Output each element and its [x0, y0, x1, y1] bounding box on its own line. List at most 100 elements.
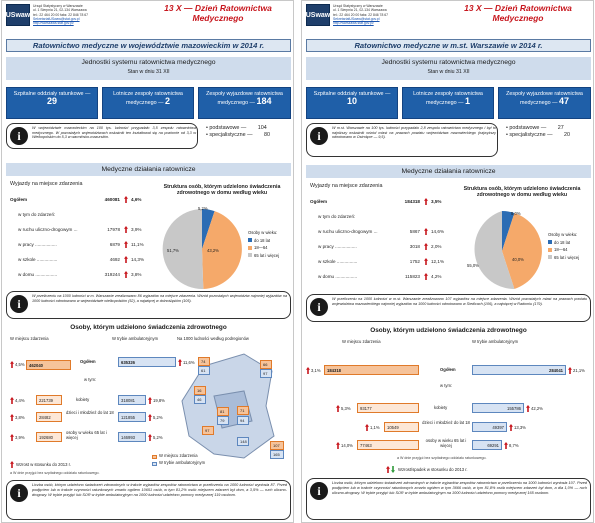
amb-kids-change: 13,3%	[514, 425, 526, 430]
kids-label: dzieci i młodzież do lat 18	[66, 410, 114, 415]
row-value: 3018	[409, 244, 420, 249]
legend-swatch	[248, 245, 252, 250]
units-row: Szpitalne oddziały ratunkowe — 10 Lotnic…	[306, 87, 591, 119]
info-icon: i	[10, 484, 28, 502]
footnote: a W dnie przyjęć bez szpitalnego oddział…	[397, 456, 487, 460]
persons-title: Osoby, którym udzielono świadczenia zdro…	[70, 324, 227, 331]
info-text: W m.st. Warszawie na 100 tys. ludności p…	[332, 126, 496, 140]
event-title: 13 X — Dzień Ratownictwa Medycznego	[164, 3, 272, 23]
pie-label-seniors: 51,7%	[167, 248, 179, 253]
arrow-up-icon	[424, 228, 428, 235]
pie-slice-seniors	[474, 211, 515, 289]
unit-air-teams: Lotnicze zespoły ratownictwa medycznego …	[102, 87, 194, 119]
right-page: USwaw Urząd Statystyczny w Warszawie ul.…	[301, 0, 594, 523]
age-pie-chart	[474, 211, 542, 289]
info-text: Liczba osób, którym udzielono świadczeń …	[332, 481, 587, 495]
units-row: Szpitalne oddziały ratunkowe — 29 Lotnic…	[6, 87, 291, 119]
map-value: 165	[270, 450, 284, 459]
table-row: w pracy ................. 3018 2,0%	[310, 242, 450, 252]
row-value: 319244	[104, 272, 120, 277]
info-box-persons: i Liczba osób, którym udzielono świadcze…	[6, 480, 291, 520]
legend-label: 18—64	[254, 245, 268, 250]
map-value: 16	[194, 386, 206, 395]
unit-value: 2	[164, 96, 170, 106]
table-row: Ogółem 184318 3,5%	[310, 197, 450, 207]
departures-title: Wyjazdy na miejsce zdarzenia	[10, 181, 83, 187]
stat-office-logo: USwaw	[6, 4, 30, 26]
amb-kids-bar: 49397	[472, 422, 507, 432]
table-row: w ruchu uliczno-drogowym ... 17978 3,9%	[10, 225, 150, 235]
info-icon: i	[310, 482, 328, 500]
scene-senior-bar: 77463	[357, 440, 419, 450]
legend-swatch	[548, 255, 552, 260]
office-web-link[interactable]: http://warszawa.stat.gov.pl/	[333, 21, 374, 26]
pie-label-adults: 43,2%	[207, 248, 219, 253]
units-subtitle: Stan w dniu 31 XII	[427, 69, 470, 75]
pie-label-kids: 5,2%	[198, 206, 208, 211]
row-value: 460081	[104, 197, 120, 202]
departures-title: Wyjazdy na miejsce zdarzenia	[310, 183, 383, 189]
office-email-link[interactable]: SekretariatUSwaw@stat.gov.pl	[33, 16, 80, 21]
info-box-rate: i W m.st. Warszawie na 100 tys. ludności…	[306, 123, 498, 157]
scene-heading: W miejscu zdarzenia	[10, 336, 49, 341]
info-box-persons: i Liczba osób, którym udzielono świadcze…	[306, 478, 591, 520]
row-change: 12,1%	[431, 259, 445, 264]
unit-er-departments: Szpitalne oddziały ratunkowe — 10	[306, 87, 398, 119]
unit-value: 184	[256, 96, 272, 106]
amb-basic-label: podstawowe —	[509, 125, 547, 131]
left-page: USwaw Urząd Statystyczny w Warszawie ul.…	[1, 0, 294, 523]
legend-swatch	[548, 247, 552, 252]
map-value: 81	[217, 407, 229, 416]
legend-item: 18—64	[248, 244, 279, 252]
pie-label-seniors: 55,0%	[467, 263, 479, 268]
row-value: 1752	[409, 259, 420, 264]
scene-kids-bar: 28482	[36, 412, 62, 422]
office-web-link[interactable]: http://warszawa.stat.gov.pl/	[33, 21, 74, 26]
amb-spec-value: 20	[564, 132, 571, 138]
age-structure-title: Struktura osób, którym udzielono świadcz…	[463, 186, 581, 199]
info-icon: i	[310, 127, 328, 145]
row-value: 4692	[109, 257, 120, 262]
legend-swatch	[248, 253, 252, 258]
legend-label: do 18 lat	[254, 237, 271, 243]
office-line: tel.: 22 464 20 00 faks: 22 846 78 67	[333, 12, 389, 17]
legend-label: 65 lat i więcej	[254, 252, 280, 258]
unit-value: 29	[46, 96, 57, 106]
office-line: Urząd Statystyczny w Warszawie	[33, 4, 83, 8]
arrow-up-icon	[336, 442, 340, 449]
map-value: 79	[217, 416, 229, 425]
page-title: Ratownictwo medyczne w m.st. Warszawie w…	[306, 39, 591, 52]
info-box-departures: i W przeliczeniu na 1000 ludności w m. W…	[6, 291, 291, 319]
scene-heading: W miejscu zdarzenia	[342, 339, 381, 344]
scene-women-change: 5,3%	[341, 406, 351, 411]
row-change: 4,2%	[431, 274, 442, 279]
office-email-link[interactable]: SekretariatUSwaw@stat.gov.pl	[333, 16, 380, 21]
scene-total-change: 3,1%	[311, 368, 321, 373]
legend-swatch	[248, 238, 252, 243]
amb-total-change: 21,1%	[573, 368, 585, 373]
ambulance-types: • podstawowe — 27 • specjalistyczne — 20	[506, 125, 571, 138]
amb-total-change: 11,6%	[183, 360, 195, 365]
amb-women-change: 42,2%	[531, 406, 543, 411]
info-icon: i	[310, 298, 328, 316]
row-label: w ruchu uliczno-drogowym ...	[18, 227, 78, 232]
map-value: 107	[270, 441, 284, 450]
arrow-up-icon	[124, 226, 128, 233]
row-label: w domu .................	[18, 272, 58, 277]
scene-women-bar: 93177	[357, 403, 419, 413]
persons-title: Osoby, którym udzielono świadczenia zdro…	[370, 327, 527, 334]
row-value: 115823	[405, 274, 420, 279]
arrow-up-icon	[10, 361, 14, 368]
senior-label: osoby w wieku 65 lat i więcej	[66, 430, 107, 440]
scene-kids-change: 3,8%	[15, 415, 25, 420]
map-value: 74	[198, 357, 210, 366]
amb-basic-value: 27	[557, 125, 564, 131]
pie-legend: Osoby w wieku: do 18 lat 18—64 65 lat i …	[548, 231, 579, 261]
amb-women-change: 19,8%	[153, 398, 165, 403]
scene-women-bar: 221739	[36, 395, 62, 405]
row-value: 6879	[109, 242, 120, 247]
senior-label: osoby w wieku 65 lat i więcej	[425, 438, 467, 448]
arrow-up-icon	[365, 424, 369, 431]
arrow-down-icon	[391, 466, 395, 473]
office-line: tel.: 22 464 20 00 faks: 22 846 78 67	[33, 12, 89, 17]
